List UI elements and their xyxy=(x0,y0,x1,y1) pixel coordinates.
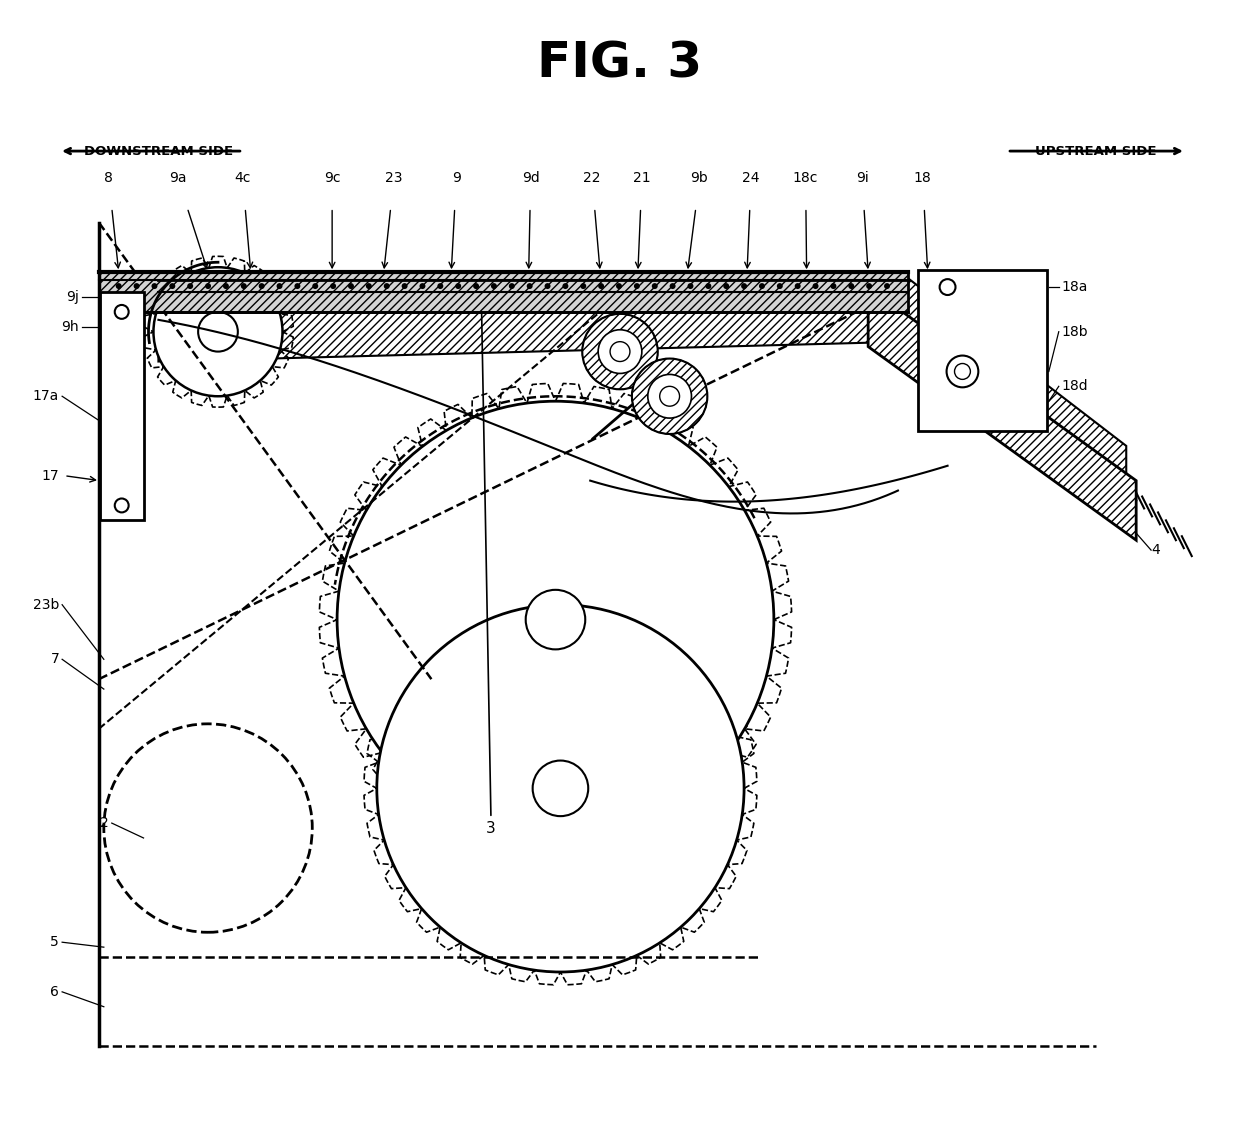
Text: 9b: 9b xyxy=(691,171,708,185)
Circle shape xyxy=(154,267,283,396)
Circle shape xyxy=(198,312,238,352)
Text: 6: 6 xyxy=(51,985,60,998)
Text: 5: 5 xyxy=(51,935,60,950)
Text: 4: 4 xyxy=(1151,543,1159,557)
Circle shape xyxy=(259,283,264,289)
Text: 9d: 9d xyxy=(522,171,539,185)
Circle shape xyxy=(544,283,551,289)
Circle shape xyxy=(438,283,444,289)
Text: 9h: 9h xyxy=(62,319,79,334)
Polygon shape xyxy=(159,278,1126,506)
Text: 9i: 9i xyxy=(856,171,868,185)
Circle shape xyxy=(776,283,782,289)
Circle shape xyxy=(598,329,642,374)
Circle shape xyxy=(491,283,497,289)
Circle shape xyxy=(151,283,157,289)
Circle shape xyxy=(474,283,479,289)
Circle shape xyxy=(383,283,389,289)
Text: DOWNSTREAM SIDE: DOWNSTREAM SIDE xyxy=(84,145,233,157)
Circle shape xyxy=(563,283,568,289)
Text: 9j: 9j xyxy=(66,290,79,305)
Bar xyxy=(918,271,1047,431)
Circle shape xyxy=(205,283,211,289)
Text: 17: 17 xyxy=(41,469,60,482)
Text: 18: 18 xyxy=(914,171,931,185)
Circle shape xyxy=(527,283,533,289)
Polygon shape xyxy=(99,272,908,312)
Circle shape xyxy=(723,283,729,289)
Circle shape xyxy=(348,283,353,289)
Circle shape xyxy=(419,283,425,289)
Text: 18d: 18d xyxy=(1061,379,1089,393)
Text: 8: 8 xyxy=(104,171,113,185)
Circle shape xyxy=(610,342,630,361)
Text: 9: 9 xyxy=(451,171,460,185)
Circle shape xyxy=(652,283,657,289)
Circle shape xyxy=(533,761,588,816)
Circle shape xyxy=(402,283,408,289)
Circle shape xyxy=(134,283,140,289)
Text: 18c: 18c xyxy=(792,171,818,185)
Text: 18b: 18b xyxy=(1061,325,1089,338)
Circle shape xyxy=(632,359,707,434)
Polygon shape xyxy=(868,288,1136,540)
Circle shape xyxy=(241,283,247,289)
Text: 4c: 4c xyxy=(234,171,250,185)
Circle shape xyxy=(277,283,283,289)
Text: 18a: 18a xyxy=(1061,280,1087,294)
Circle shape xyxy=(660,386,680,406)
Circle shape xyxy=(831,283,837,289)
Circle shape xyxy=(884,283,890,289)
Circle shape xyxy=(670,283,676,289)
Circle shape xyxy=(223,283,229,289)
Text: 24: 24 xyxy=(743,171,760,185)
Circle shape xyxy=(312,283,319,289)
Text: 22: 22 xyxy=(584,171,601,185)
Text: 23b: 23b xyxy=(32,598,60,611)
Text: UPSTREAM SIDE: UPSTREAM SIDE xyxy=(1034,145,1156,157)
Circle shape xyxy=(115,305,129,319)
Circle shape xyxy=(687,283,693,289)
Text: 23: 23 xyxy=(384,171,403,185)
Circle shape xyxy=(294,283,300,289)
Circle shape xyxy=(598,283,604,289)
Circle shape xyxy=(115,283,122,289)
Circle shape xyxy=(377,604,744,972)
Circle shape xyxy=(759,283,765,289)
Circle shape xyxy=(170,283,175,289)
Text: 2: 2 xyxy=(100,816,109,830)
Circle shape xyxy=(337,401,774,838)
Text: 21: 21 xyxy=(634,171,651,185)
Circle shape xyxy=(187,283,193,289)
Circle shape xyxy=(946,355,978,387)
Circle shape xyxy=(706,283,712,289)
Circle shape xyxy=(940,280,956,295)
Circle shape xyxy=(867,283,872,289)
Circle shape xyxy=(580,283,587,289)
Text: 7: 7 xyxy=(51,652,60,667)
Circle shape xyxy=(616,283,622,289)
Text: 17a: 17a xyxy=(33,389,60,403)
Circle shape xyxy=(955,363,971,379)
Circle shape xyxy=(848,283,854,289)
Circle shape xyxy=(455,283,461,289)
Circle shape xyxy=(742,283,746,289)
Text: 3: 3 xyxy=(486,821,496,835)
Circle shape xyxy=(795,283,801,289)
Circle shape xyxy=(634,283,640,289)
Circle shape xyxy=(366,283,372,289)
Circle shape xyxy=(526,590,585,650)
Bar xyxy=(100,292,144,521)
Circle shape xyxy=(330,283,336,289)
Circle shape xyxy=(583,314,657,389)
Circle shape xyxy=(508,283,515,289)
Circle shape xyxy=(115,498,129,513)
Text: FIG. 3: FIG. 3 xyxy=(537,40,703,87)
Circle shape xyxy=(812,283,818,289)
Text: 9c: 9c xyxy=(324,171,341,185)
Circle shape xyxy=(647,375,692,418)
Text: 9a: 9a xyxy=(170,171,187,185)
